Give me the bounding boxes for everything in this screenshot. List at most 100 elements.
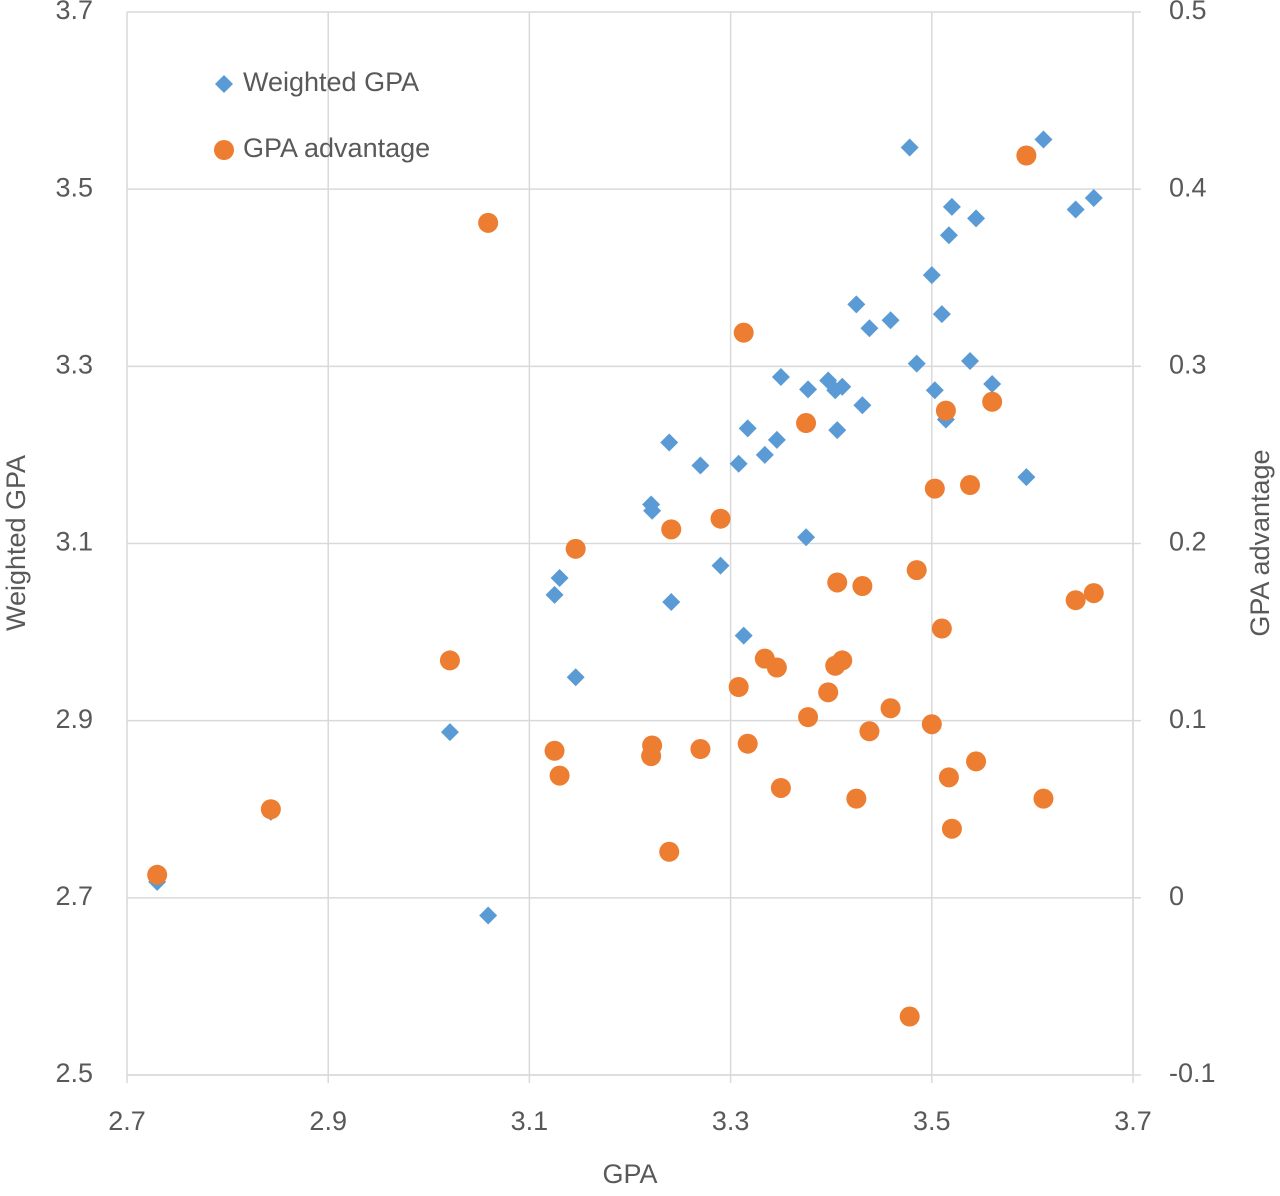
point — [1066, 200, 1085, 219]
point — [967, 209, 986, 228]
point — [881, 311, 900, 330]
point — [1084, 189, 1103, 208]
point — [938, 767, 959, 788]
point — [691, 456, 710, 475]
point — [982, 391, 1003, 412]
legend-label: GPA advantage — [243, 133, 430, 163]
point — [738, 419, 757, 438]
point — [799, 380, 818, 399]
point — [660, 433, 679, 452]
y2-tick-label: 0.2 — [1169, 527, 1207, 557]
point — [827, 572, 848, 593]
point — [440, 723, 459, 742]
point — [1016, 145, 1037, 166]
point — [833, 377, 852, 396]
point — [661, 519, 682, 540]
point — [925, 381, 944, 400]
point — [479, 906, 498, 925]
point — [931, 618, 952, 639]
point — [1033, 788, 1054, 809]
x-tick-label: 3.7 — [1114, 1106, 1152, 1136]
point — [659, 841, 680, 862]
y-tick-label: 3.3 — [55, 349, 93, 379]
point — [828, 421, 847, 440]
y-tick-label: 3.1 — [55, 527, 93, 557]
x-tick-label: 3.1 — [511, 1106, 549, 1136]
y-tick-label: 3.7 — [55, 0, 93, 25]
point — [906, 560, 927, 581]
point — [852, 576, 873, 597]
point — [545, 585, 564, 604]
point — [478, 212, 499, 233]
point — [643, 501, 662, 520]
legend-label: Weighted GPA — [243, 67, 419, 97]
point — [942, 197, 961, 216]
y-tick-label: 2.7 — [55, 881, 93, 911]
x-axis-title: GPA — [602, 1159, 657, 1189]
point — [932, 305, 951, 324]
point — [549, 765, 570, 786]
point — [939, 226, 958, 245]
point — [728, 677, 749, 698]
y-tick-label: 2.5 — [55, 1058, 93, 1088]
point — [941, 818, 962, 839]
point — [797, 528, 816, 547]
point — [710, 508, 731, 529]
point — [796, 413, 817, 434]
point — [544, 740, 565, 761]
point — [737, 733, 758, 754]
point — [642, 735, 663, 756]
point — [733, 322, 754, 343]
y-axis-title: Weighted GPA — [1, 455, 31, 631]
point — [729, 454, 748, 473]
x-tick-label: 3.5 — [913, 1106, 951, 1136]
point — [566, 668, 585, 687]
y2-tick-label: 0.1 — [1169, 704, 1207, 734]
point — [935, 400, 956, 421]
y2-tick-label: -0.1 — [1169, 1058, 1216, 1088]
point — [766, 657, 787, 678]
point — [860, 319, 879, 338]
y2-tick-label: 0.5 — [1169, 0, 1207, 25]
point — [900, 138, 919, 157]
y2-axis-title: GPA advantage — [1245, 449, 1275, 636]
point — [755, 445, 774, 464]
y-tick-label: 3.5 — [55, 172, 93, 202]
point — [924, 478, 945, 499]
point — [853, 396, 872, 415]
point — [960, 475, 981, 496]
point — [771, 367, 790, 386]
point — [550, 569, 569, 588]
point — [922, 266, 941, 285]
point — [983, 375, 1002, 394]
point — [1034, 130, 1053, 149]
x-tick-label: 2.7 — [108, 1106, 146, 1136]
x-tick-label: 2.9 — [309, 1106, 347, 1136]
point — [1083, 583, 1104, 604]
point — [767, 430, 786, 449]
point — [798, 707, 819, 728]
point — [770, 777, 791, 798]
point — [966, 751, 987, 772]
legend-marker — [215, 75, 233, 93]
point — [711, 556, 730, 575]
point — [961, 352, 980, 371]
point — [832, 650, 853, 671]
point — [690, 739, 711, 760]
point — [147, 864, 168, 885]
y2-tick-label: 0.3 — [1169, 349, 1207, 379]
legend-marker — [214, 140, 234, 160]
y2-tick-label: 0 — [1169, 881, 1184, 911]
point — [921, 714, 942, 735]
point — [899, 1006, 920, 1027]
point — [565, 538, 586, 559]
point — [260, 799, 281, 820]
point — [907, 354, 926, 373]
point — [818, 682, 839, 703]
point — [734, 626, 753, 645]
point — [1017, 468, 1036, 487]
point — [1065, 590, 1086, 611]
point — [859, 721, 880, 742]
